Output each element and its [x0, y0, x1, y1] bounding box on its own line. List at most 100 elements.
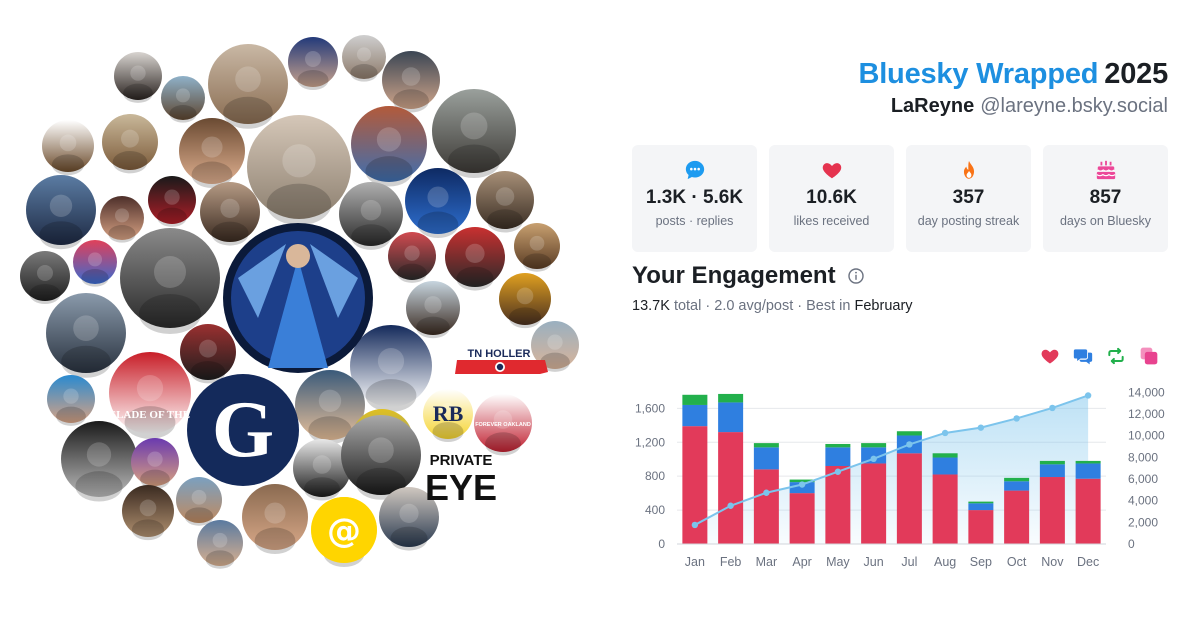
bar-replies[interactable]: [753, 447, 779, 470]
avatar-couple-flags[interactable]: [288, 37, 338, 90]
bar-likes[interactable]: [753, 469, 779, 544]
avatar-goddess-art[interactable]: [405, 168, 471, 238]
avatar-woman-blazer[interactable]: [176, 477, 222, 526]
user-handle[interactable]: @lareyne.bsky.social: [980, 95, 1168, 117]
bar-replies[interactable]: [968, 503, 994, 511]
avatar-laughing-man[interactable]: [131, 438, 179, 489]
avatar-man-sunglasses-outdoor[interactable]: [161, 76, 205, 123]
avatar-older-man[interactable]: [342, 35, 386, 82]
avatar-meme-cartoon[interactable]: [102, 114, 158, 174]
cumulative-point[interactable]: [763, 489, 770, 496]
bar-reposts[interactable]: [718, 393, 744, 403]
avatar-woman-patterned[interactable]: [180, 324, 236, 384]
avatar-bald-older[interactable]: [100, 196, 144, 243]
quote-icon[interactable]: [1139, 346, 1159, 366]
bar-likes[interactable]: [1039, 477, 1065, 544]
cumulative-point[interactable]: [1013, 415, 1020, 422]
bar-likes[interactable]: [1075, 478, 1101, 544]
heart-icon[interactable]: [1040, 346, 1060, 366]
avatar-woman-dark-hair[interactable]: [200, 182, 260, 246]
bar-reposts[interactable]: [968, 501, 994, 504]
bar-replies[interactable]: [718, 402, 744, 433]
avatar-dog-sketch[interactable]: [42, 120, 94, 176]
avatar-man-guitar[interactable]: [445, 227, 505, 291]
avatar-sunglasses-man[interactable]: [339, 182, 403, 250]
avatar-guardian-logo[interactable]: [350, 325, 432, 412]
avatar-man-suit-glasses[interactable]: [46, 293, 126, 378]
bar-reposts[interactable]: [1039, 460, 1065, 465]
avatar-man-smiling-grey[interactable]: [382, 51, 440, 113]
avatar-rainbow-silhouette[interactable]: [73, 240, 117, 287]
avatar-man-brick[interactable]: [351, 106, 427, 187]
bar-replies[interactable]: [1075, 463, 1101, 479]
bar-likes[interactable]: [825, 466, 851, 544]
avatar-man-blond[interactable]: [295, 370, 365, 445]
avatar-vintage-woman[interactable]: [476, 171, 534, 233]
bar-likes[interactable]: [789, 493, 815, 544]
avatar-man-young-suit[interactable]: [379, 487, 439, 551]
cumulative-point[interactable]: [870, 455, 877, 463]
bar-reposts[interactable]: [861, 443, 887, 448]
cumulative-point[interactable]: [691, 521, 699, 529]
avatar-man-sweater[interactable]: [242, 484, 308, 554]
bar-likes[interactable]: [1004, 490, 1030, 544]
bar-reposts[interactable]: [789, 479, 815, 483]
avatar-man-bw-portrait[interactable]: [341, 415, 421, 500]
cumulative-point[interactable]: [906, 441, 913, 448]
cumulative-point[interactable]: [1049, 404, 1056, 412]
bar-likes[interactable]: [718, 432, 744, 544]
bar-likes[interactable]: [861, 463, 887, 544]
reply-icon[interactable]: [1073, 346, 1093, 366]
avatar-swastika-cartoon[interactable]: [293, 439, 351, 501]
tn-holler-logo[interactable]: TN HOLLER: [455, 348, 548, 374]
avatar-goddess-large[interactable]: [223, 223, 373, 373]
cumulative-point[interactable]: [798, 481, 806, 488]
avatar-man-suit-grey[interactable]: [432, 89, 516, 179]
avatar-woman-blue[interactable]: [47, 375, 95, 426]
bar-replies[interactable]: [932, 457, 958, 475]
avatar-man-glasses-smile[interactable]: [197, 520, 243, 569]
bar-reposts[interactable]: [1004, 477, 1030, 482]
guardian-logo-icon[interactable]: G: [187, 374, 299, 486]
bar-likes[interactable]: [932, 474, 958, 544]
bar-likes[interactable]: [968, 510, 994, 544]
bar-reposts[interactable]: [1075, 460, 1101, 464]
avatar-red-pattern[interactable]: [148, 176, 196, 227]
avatar-man-black-white[interactable]: [20, 251, 70, 304]
bar-replies[interactable]: [1004, 481, 1030, 491]
avatar-cat[interactable]: [208, 44, 288, 129]
avatar-rising-sun[interactable]: [109, 352, 191, 439]
avatar-youth-dark-hair[interactable]: [114, 52, 162, 103]
avatar-woman-phone[interactable]: [406, 281, 460, 339]
bar-reposts[interactable]: [682, 394, 708, 405]
avatar-grey-hair-man[interactable]: [247, 115, 351, 226]
cumulative-point[interactable]: [727, 502, 734, 509]
avatar-crowd-bw[interactable]: [120, 228, 220, 334]
bar-replies[interactable]: [861, 447, 887, 464]
cumulative-point[interactable]: [977, 424, 985, 431]
bar-reposts[interactable]: [896, 431, 922, 436]
avatar-bald-man[interactable]: [179, 118, 245, 188]
bar-replies[interactable]: [682, 404, 708, 427]
bar-reposts[interactable]: [932, 453, 958, 458]
avatar-forever-oakland[interactable]: [61, 421, 137, 502]
avatar-bands[interactable]: [388, 232, 436, 283]
bar-replies[interactable]: [1039, 464, 1065, 478]
cumulative-point[interactable]: [1084, 392, 1092, 399]
avatar-man-orange-shirt[interactable]: [499, 273, 551, 329]
at-logo-icon[interactable]: @: [311, 497, 377, 563]
cumulative-point[interactable]: [941, 429, 949, 437]
repost-icon[interactable]: [1106, 346, 1126, 366]
avatar-young-man-glasses[interactable]: [514, 223, 560, 272]
cumulative-point[interactable]: [834, 468, 842, 475]
bar-reposts[interactable]: [825, 443, 851, 448]
bar-likes[interactable]: [896, 453, 922, 544]
avatar-minion[interactable]: [423, 389, 473, 442]
avatar-dark-figure[interactable]: [122, 485, 174, 541]
bar-replies[interactable]: [825, 447, 851, 466]
avatar-older-asian-man[interactable]: [531, 321, 579, 372]
bar-reposts[interactable]: [753, 443, 779, 448]
avatar-man-suit-blue[interactable]: [26, 175, 96, 250]
avatar-rb-logo[interactable]: [474, 394, 532, 456]
